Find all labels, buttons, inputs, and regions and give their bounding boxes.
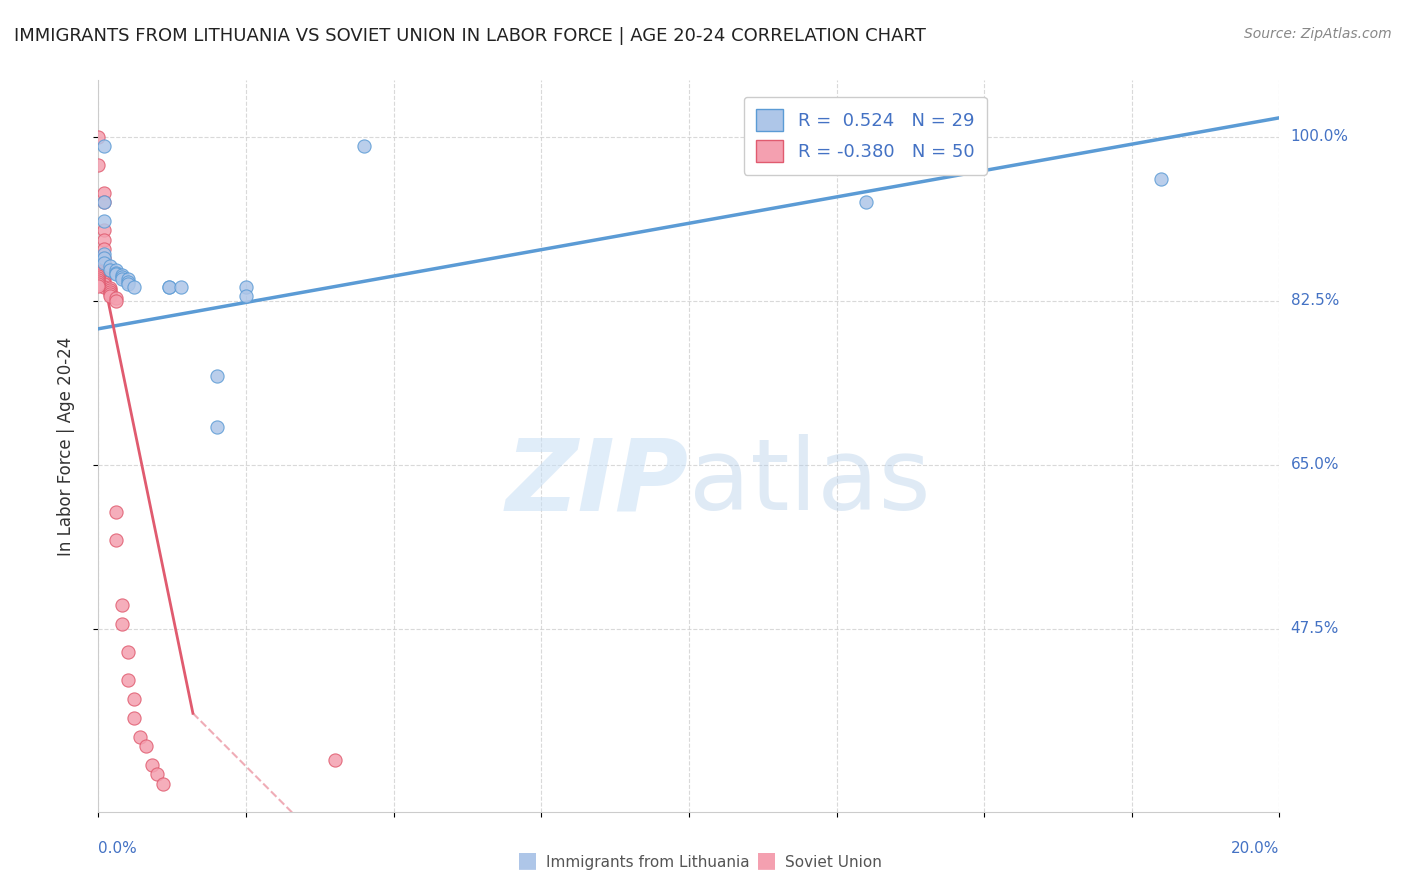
Point <box>117 275 139 289</box>
Point <box>93 277 115 291</box>
Point <box>98 285 121 300</box>
Point <box>93 246 115 260</box>
Point <box>98 281 121 295</box>
Point <box>93 256 115 270</box>
Point <box>93 262 115 277</box>
Point <box>87 275 110 289</box>
Point <box>111 270 134 285</box>
Point <box>87 271 110 285</box>
Point <box>157 279 180 293</box>
Point <box>87 278 110 293</box>
Point <box>98 259 121 273</box>
Point <box>93 252 115 266</box>
Point <box>117 645 139 659</box>
Point <box>122 692 145 706</box>
Point <box>98 289 121 303</box>
Text: Soviet Union: Soviet Union <box>785 855 882 870</box>
Point <box>93 139 115 153</box>
Point <box>98 287 121 301</box>
Point <box>93 195 115 210</box>
Point <box>105 262 128 277</box>
Point <box>111 268 134 283</box>
Point <box>117 277 139 291</box>
Point <box>353 139 375 153</box>
Text: Immigrants from Lithuania: Immigrants from Lithuania <box>546 855 749 870</box>
Point <box>1150 171 1173 186</box>
Point <box>146 767 169 781</box>
Point <box>170 279 193 293</box>
Point <box>855 195 877 210</box>
Point <box>111 272 134 286</box>
Point <box>105 293 128 308</box>
Point <box>122 279 145 293</box>
Point <box>93 256 115 270</box>
Point <box>98 262 121 277</box>
Point <box>87 263 110 277</box>
Point <box>205 368 228 383</box>
Y-axis label: In Labor Force | Age 20-24: In Labor Force | Age 20-24 <box>56 336 75 556</box>
Point <box>117 272 139 286</box>
Point <box>111 599 134 613</box>
Text: 20.0%: 20.0% <box>1232 841 1279 856</box>
Point <box>93 268 115 283</box>
Point <box>128 730 150 744</box>
Point <box>93 272 115 286</box>
Point <box>87 266 110 280</box>
Point <box>93 252 115 266</box>
Point <box>235 279 257 293</box>
Point <box>93 242 115 256</box>
Point <box>93 270 115 285</box>
Point <box>117 673 139 688</box>
Point <box>93 267 115 281</box>
Point <box>105 533 128 547</box>
Point <box>98 283 121 297</box>
Point <box>87 158 110 172</box>
Text: ZIP: ZIP <box>506 434 689 531</box>
Point <box>323 753 346 767</box>
Text: 82.5%: 82.5% <box>1291 293 1339 308</box>
Point <box>93 264 115 278</box>
Point <box>105 291 128 305</box>
Text: ■: ■ <box>517 850 537 870</box>
Point <box>87 269 110 284</box>
Text: 47.5%: 47.5% <box>1291 622 1339 636</box>
Point <box>93 233 115 247</box>
Point <box>122 711 145 725</box>
Point <box>205 420 228 434</box>
Text: IMMIGRANTS FROM LITHUANIA VS SOVIET UNION IN LABOR FORCE | AGE 20-24 CORRELATION: IMMIGRANTS FROM LITHUANIA VS SOVIET UNIO… <box>14 27 927 45</box>
Point <box>87 129 110 144</box>
Point <box>93 259 115 273</box>
Point <box>93 195 115 210</box>
Point <box>87 273 110 287</box>
Point <box>235 289 257 303</box>
Legend: R =  0.524   N = 29, R = -0.380   N = 50: R = 0.524 N = 29, R = -0.380 N = 50 <box>744 96 987 175</box>
Point <box>93 186 115 200</box>
Point <box>93 214 115 228</box>
Point <box>93 223 115 237</box>
Text: atlas: atlas <box>689 434 931 531</box>
Point <box>105 268 128 282</box>
Point <box>152 776 174 790</box>
Point <box>111 617 134 632</box>
Point <box>87 268 110 282</box>
Point <box>93 279 115 293</box>
Point <box>135 739 157 753</box>
Point <box>87 277 110 291</box>
Text: 65.0%: 65.0% <box>1291 458 1339 472</box>
Point <box>105 266 128 280</box>
Text: Source: ZipAtlas.com: Source: ZipAtlas.com <box>1244 27 1392 41</box>
Point <box>93 275 115 289</box>
Text: 0.0%: 0.0% <box>98 841 138 856</box>
Point <box>105 505 128 519</box>
Text: 100.0%: 100.0% <box>1291 129 1348 144</box>
Text: ■: ■ <box>756 850 776 870</box>
Point <box>157 279 180 293</box>
Point <box>141 757 163 772</box>
